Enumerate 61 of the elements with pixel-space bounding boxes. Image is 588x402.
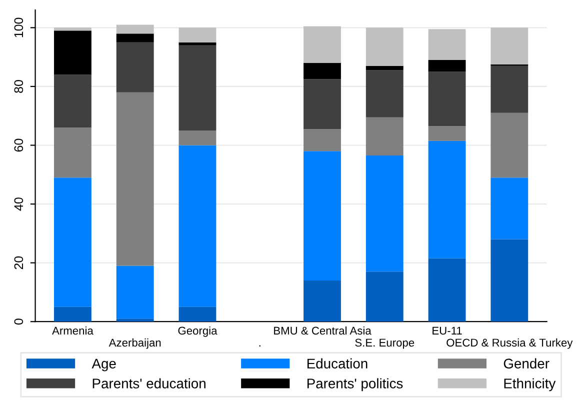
bar	[428, 140, 466, 258]
bar	[366, 272, 404, 322]
bar	[178, 145, 216, 307]
bar	[54, 74, 92, 128]
legend-label: Parents' education	[92, 378, 206, 388]
bar	[366, 117, 404, 156]
bar	[178, 28, 216, 42]
bar	[490, 239, 528, 322]
bar	[54, 178, 92, 307]
x-tick-label: Azerbaijan	[108, 338, 161, 349]
bar	[178, 45, 216, 131]
legend-label: Age	[92, 358, 116, 372]
legend-label: Gender	[504, 358, 550, 369]
bar	[428, 258, 466, 322]
legend-label: Education	[307, 358, 368, 369]
y-tick-label: 20	[14, 256, 24, 270]
bar	[366, 70, 404, 118]
bar	[304, 129, 341, 152]
bar	[116, 24, 154, 34]
bar	[304, 280, 341, 322]
bar	[428, 126, 466, 141]
bar	[304, 151, 341, 280]
y-tick-label: 40	[14, 198, 24, 211]
bar	[428, 29, 466, 60]
y-tick-label: 0	[14, 318, 24, 325]
bar	[366, 66, 404, 70]
x-tick-label: Georgia	[178, 326, 218, 337]
y-tick-label: 80	[14, 80, 24, 93]
bar	[304, 26, 341, 63]
bar	[178, 306, 216, 322]
x-tick-label: Armenia	[52, 326, 94, 335]
bar	[178, 130, 216, 146]
x-tick-label: EU-11	[432, 326, 462, 335]
bar	[304, 62, 341, 80]
bar	[304, 79, 341, 130]
bar	[428, 72, 466, 126]
bar	[54, 128, 92, 178]
y-tick-label: 60	[14, 138, 24, 152]
bar	[490, 28, 528, 64]
bar	[116, 92, 154, 266]
x-tick-label: S.E. Europe	[355, 338, 414, 349]
bar	[116, 34, 154, 42]
bar	[428, 60, 466, 72]
bar	[116, 266, 154, 319]
x-tick-label: OECD & Russia & Turkey	[446, 338, 573, 349]
legend-label: Parents' politics	[307, 378, 403, 392]
bar	[178, 42, 216, 46]
bar	[366, 28, 404, 66]
bar	[116, 42, 154, 92]
bar	[490, 66, 528, 113]
bar	[54, 306, 92, 322]
legend-label: Ethnicity	[504, 378, 556, 392]
bar	[490, 178, 528, 240]
x-tick-label: .	[259, 345, 260, 346]
bar	[366, 156, 404, 272]
bar	[54, 28, 92, 31]
bar	[490, 112, 528, 178]
bar	[116, 318, 154, 322]
x-tick-label: BMU & Central Asia	[274, 326, 372, 335]
y-tick-label: 100	[14, 18, 24, 38]
bar	[54, 30, 92, 75]
